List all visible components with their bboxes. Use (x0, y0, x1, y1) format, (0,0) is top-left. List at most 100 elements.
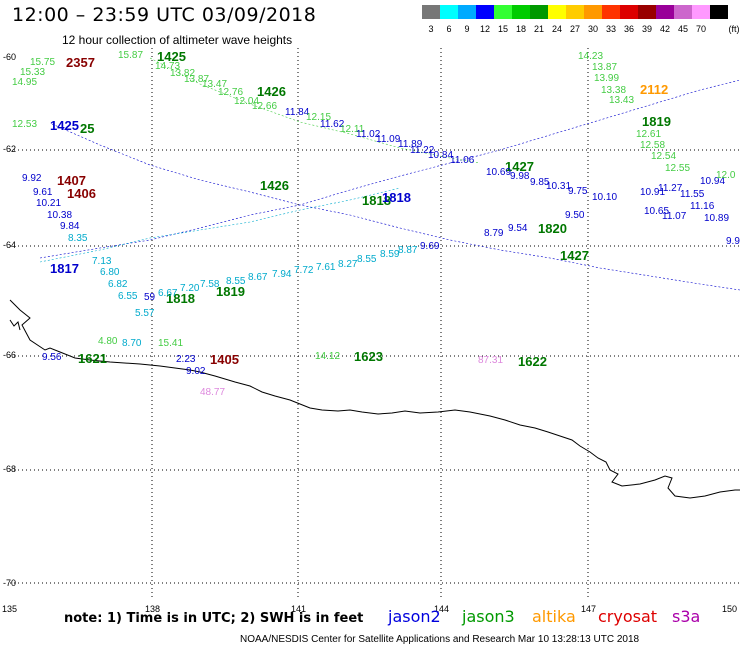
pass-time-label: 1819 (642, 114, 671, 129)
pass-time-label: 1621 (78, 351, 107, 366)
color-swatch (476, 5, 494, 19)
lat-label: -64 (3, 240, 17, 250)
color-swatch (530, 5, 548, 19)
wave-height-value: 8.55 (226, 276, 246, 287)
lon-label: 147 (581, 604, 597, 614)
wave-height-value: 12.54 (651, 151, 677, 162)
wave-height-value: 7.58 (200, 279, 220, 290)
lat-label: -60 (3, 52, 17, 62)
wave-height-value: 14.73 (155, 61, 181, 72)
wave-height-value: 10.10 (592, 192, 618, 203)
wave-height-value: 13.47 (202, 79, 228, 90)
wave-height-value: 12.66 (252, 101, 278, 112)
color-scale-unit: (ft) (728, 24, 740, 34)
pass-time-label: 1426 (260, 178, 289, 193)
wave-height-value: 6.55 (118, 291, 138, 302)
color-scale-label: 18 (515, 24, 526, 34)
wave-height-value: 15.75 (30, 57, 56, 68)
wave-height-value: 11.07 (662, 211, 687, 222)
wave-height-value: 10.38 (47, 210, 73, 221)
pass-time-label: 2357 (66, 55, 95, 70)
wave-height-value: 9.61 (33, 187, 53, 198)
wave-height-value: 8.27 (338, 259, 358, 270)
pass-time-label: 1817 (50, 261, 79, 276)
lat-label: -62 (3, 144, 17, 154)
satellite-track (39, 79, 740, 259)
wave-height-value: 9.69 (420, 241, 440, 252)
satellite-track (51, 123, 740, 291)
wave-height-value: 7.13 (92, 256, 112, 267)
color-swatch (620, 5, 638, 19)
wave-height-value: 4.80 (98, 336, 118, 347)
legend-altika: altika (532, 607, 576, 626)
color-scale-label: 36 (623, 24, 634, 34)
color-scale-label: 39 (641, 24, 652, 34)
color-swatch (440, 5, 458, 19)
wave-height-value: 12.76 (218, 87, 244, 98)
color-swatch (566, 5, 584, 19)
wave-height-value: 7.94 (272, 269, 292, 280)
pass-time-label: 1819 (216, 284, 245, 299)
wave-height-value: 12.11 (340, 124, 365, 135)
wave-height-value: 9.9 (726, 236, 740, 247)
wave-height-value: 14.95 (12, 77, 38, 88)
wave-height-value: 9.56 (42, 352, 62, 363)
pass-time-label: 1818 (382, 190, 411, 205)
wave-height-value: 13.43 (609, 95, 635, 106)
wave-height-value: 10.94 (700, 176, 726, 187)
wave-height-value: 12.15 (306, 112, 332, 123)
color-scale-label: 12 (479, 24, 490, 34)
satellite-track (39, 187, 401, 263)
wave-height-value: 9.50 (565, 210, 585, 221)
wave-height-value: 6.67 (158, 288, 178, 299)
wave-height-value: 9.84 (60, 221, 80, 232)
color-scale-label: 9 (464, 24, 470, 34)
color-scale-label: 42 (659, 24, 670, 34)
page-title: 12:00 – 23:59 UTC 03/09/2018 (12, 4, 317, 26)
wave-height-value: 10.89 (704, 213, 730, 224)
pass-time-label: 1820 (538, 221, 567, 236)
wave-height-value: 8.87 (398, 245, 418, 256)
lat-label: -70 (3, 578, 17, 588)
wave-height-value: 13.87 (184, 74, 210, 85)
wave-height-value: 14.12 (315, 351, 341, 362)
wave-height-value: 9.54 (508, 223, 528, 234)
wave-height-value: 10.31 (546, 181, 572, 192)
map-frame (10, 48, 740, 600)
wave-height-value: 12.04 (234, 96, 260, 107)
wave-height-value: 11.62 (320, 119, 345, 130)
wave-height-value: 10.69 (486, 167, 512, 178)
wave-height-value: 2.23 (176, 354, 196, 365)
color-swatch (692, 5, 710, 19)
pass-time-label: 25 (80, 121, 95, 136)
wave-height-value: 8.70 (122, 338, 142, 349)
color-swatch (656, 5, 674, 19)
color-swatch (710, 5, 728, 19)
wave-height-value: 6.80 (100, 267, 120, 278)
color-scale-label: 33 (605, 24, 616, 34)
wave-height-value: 13.38 (601, 85, 627, 96)
wave-height-value: 13.82 (170, 68, 196, 79)
wave-height-value: 15.87 (118, 50, 144, 61)
color-scale-label: 30 (587, 24, 598, 34)
pass-time-label: 1425 (157, 49, 186, 64)
wave-height-value: 6.82 (108, 279, 128, 290)
pass-time-label: 1425 (50, 118, 79, 133)
footnote: note: 1) Time is in UTC; 2) SWH is in fe… (64, 611, 364, 626)
color-scale-label: 15 (497, 24, 508, 34)
wave-height-value: 11.22 (410, 145, 435, 156)
wave-height-value: 7.61 (316, 262, 336, 273)
pass-time-label: 1406 (67, 186, 96, 201)
legend-jason2: jason2 (388, 607, 441, 626)
wave-height-value: 7.72 (294, 265, 314, 276)
wave-height-value: 15.41 (158, 338, 184, 349)
wave-height-value: 15.33 (20, 67, 46, 78)
page-subtitle: 12 hour collection of altimeter wave hei… (62, 33, 293, 47)
lon-label: 144 (434, 604, 450, 614)
legend-jason3: jason3 (462, 607, 515, 626)
wave-height-value: 11.09 (376, 134, 401, 145)
wave-height-value: 11.02 (356, 129, 381, 140)
pass-time-label: 2112 (640, 82, 669, 97)
credit-line: NOAA/NESDIS Center for Satellite Applica… (240, 634, 640, 645)
